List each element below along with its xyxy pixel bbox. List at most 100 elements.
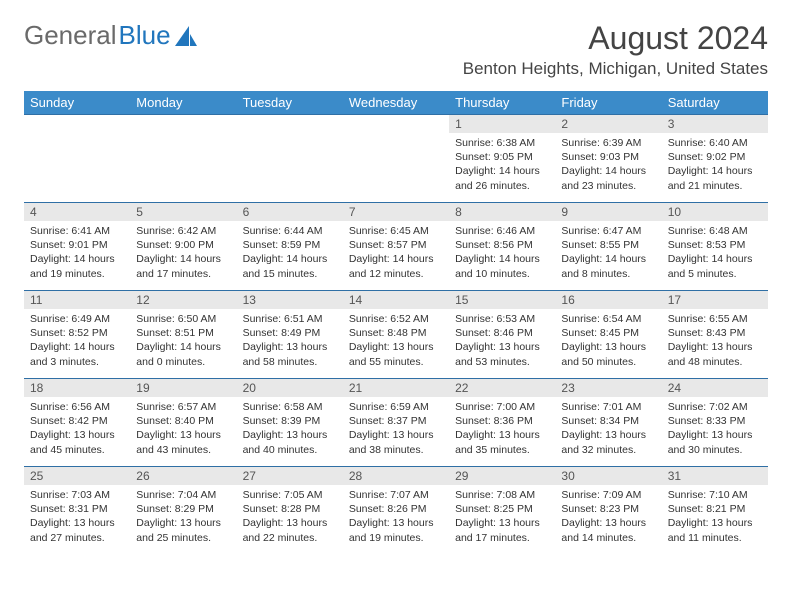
day-sunrise: Sunrise: 6:58 AM xyxy=(243,400,337,414)
day-sunset: Sunset: 8:26 PM xyxy=(349,502,443,516)
day-day2: and 5 minutes. xyxy=(668,267,762,281)
day-day2: and 19 minutes. xyxy=(30,267,124,281)
day-sunrise: Sunrise: 6:51 AM xyxy=(243,312,337,326)
calendar-cell: 19Sunrise: 6:57 AMSunset: 8:40 PMDayligh… xyxy=(130,379,236,467)
brand-logo: GeneralBlue xyxy=(24,20,197,51)
day-day1: Daylight: 14 hours xyxy=(561,252,655,266)
day-data: Sunrise: 7:02 AMSunset: 8:33 PMDaylight:… xyxy=(662,397,768,461)
day-number: 2 xyxy=(555,115,661,133)
day-day1: Daylight: 13 hours xyxy=(243,340,337,354)
day-number: 10 xyxy=(662,203,768,221)
calendar-cell: 29Sunrise: 7:08 AMSunset: 8:25 PMDayligh… xyxy=(449,467,555,555)
day-data: Sunrise: 7:07 AMSunset: 8:26 PMDaylight:… xyxy=(343,485,449,549)
day-number: 31 xyxy=(662,467,768,485)
day-sunset: Sunset: 8:56 PM xyxy=(455,238,549,252)
day-day1: Daylight: 14 hours xyxy=(668,252,762,266)
day-sunrise: Sunrise: 7:07 AM xyxy=(349,488,443,502)
day-day2: and 14 minutes. xyxy=(561,531,655,545)
day-day1: Daylight: 14 hours xyxy=(455,164,549,178)
day-data: Sunrise: 7:09 AMSunset: 8:23 PMDaylight:… xyxy=(555,485,661,549)
day-data: Sunrise: 6:53 AMSunset: 8:46 PMDaylight:… xyxy=(449,309,555,373)
day-day1: Daylight: 13 hours xyxy=(561,340,655,354)
day-day2: and 30 minutes. xyxy=(668,443,762,457)
day-number: 16 xyxy=(555,291,661,309)
day-day1: Daylight: 14 hours xyxy=(136,252,230,266)
day-sunset: Sunset: 8:36 PM xyxy=(455,414,549,428)
day-number: 4 xyxy=(24,203,130,221)
day-sunset: Sunset: 9:00 PM xyxy=(136,238,230,252)
day-header-row: Sunday Monday Tuesday Wednesday Thursday… xyxy=(24,91,768,115)
calendar-cell: 8Sunrise: 6:46 AMSunset: 8:56 PMDaylight… xyxy=(449,203,555,291)
day-day2: and 50 minutes. xyxy=(561,355,655,369)
calendar-cell: 23Sunrise: 7:01 AMSunset: 8:34 PMDayligh… xyxy=(555,379,661,467)
header: GeneralBlue August 2024 Benton Heights, … xyxy=(24,20,768,79)
day-data: Sunrise: 6:57 AMSunset: 8:40 PMDaylight:… xyxy=(130,397,236,461)
day-data: Sunrise: 6:41 AMSunset: 9:01 PMDaylight:… xyxy=(24,221,130,285)
day-sunset: Sunset: 8:43 PM xyxy=(668,326,762,340)
day-number: 7 xyxy=(343,203,449,221)
col-sunday: Sunday xyxy=(24,91,130,115)
day-sunrise: Sunrise: 6:52 AM xyxy=(349,312,443,326)
day-data: Sunrise: 6:48 AMSunset: 8:53 PMDaylight:… xyxy=(662,221,768,285)
day-sunset: Sunset: 8:57 PM xyxy=(349,238,443,252)
calendar-week: 4Sunrise: 6:41 AMSunset: 9:01 PMDaylight… xyxy=(24,203,768,291)
day-number: 17 xyxy=(662,291,768,309)
day-sunrise: Sunrise: 6:55 AM xyxy=(668,312,762,326)
col-friday: Friday xyxy=(555,91,661,115)
day-number: 5 xyxy=(130,203,236,221)
col-thursday: Thursday xyxy=(449,91,555,115)
calendar-cell: 12Sunrise: 6:50 AMSunset: 8:51 PMDayligh… xyxy=(130,291,236,379)
day-sunrise: Sunrise: 7:02 AM xyxy=(668,400,762,414)
day-day2: and 55 minutes. xyxy=(349,355,443,369)
calendar-cell: 28Sunrise: 7:07 AMSunset: 8:26 PMDayligh… xyxy=(343,467,449,555)
calendar-cell: 25Sunrise: 7:03 AMSunset: 8:31 PMDayligh… xyxy=(24,467,130,555)
day-sunrise: Sunrise: 6:56 AM xyxy=(30,400,124,414)
day-sunset: Sunset: 8:49 PM xyxy=(243,326,337,340)
day-day1: Daylight: 13 hours xyxy=(243,428,337,442)
day-data: Sunrise: 6:44 AMSunset: 8:59 PMDaylight:… xyxy=(237,221,343,285)
day-day1: Daylight: 13 hours xyxy=(136,516,230,530)
day-sunset: Sunset: 8:29 PM xyxy=(136,502,230,516)
brand-part1: General xyxy=(24,20,117,51)
day-day2: and 32 minutes. xyxy=(561,443,655,457)
day-sunset: Sunset: 9:05 PM xyxy=(455,150,549,164)
day-day2: and 26 minutes. xyxy=(455,179,549,193)
day-sunset: Sunset: 8:28 PM xyxy=(243,502,337,516)
day-number: 13 xyxy=(237,291,343,309)
day-number: 26 xyxy=(130,467,236,485)
day-number: 21 xyxy=(343,379,449,397)
day-sunset: Sunset: 8:59 PM xyxy=(243,238,337,252)
day-sunrise: Sunrise: 7:09 AM xyxy=(561,488,655,502)
col-wednesday: Wednesday xyxy=(343,91,449,115)
day-data: Sunrise: 7:00 AMSunset: 8:36 PMDaylight:… xyxy=(449,397,555,461)
calendar-cell xyxy=(237,115,343,203)
calendar-cell: 20Sunrise: 6:58 AMSunset: 8:39 PMDayligh… xyxy=(237,379,343,467)
day-sunrise: Sunrise: 7:00 AM xyxy=(455,400,549,414)
day-sunrise: Sunrise: 7:08 AM xyxy=(455,488,549,502)
day-sunset: Sunset: 8:46 PM xyxy=(455,326,549,340)
day-sunset: Sunset: 8:23 PM xyxy=(561,502,655,516)
col-saturday: Saturday xyxy=(662,91,768,115)
calendar-cell: 2Sunrise: 6:39 AMSunset: 9:03 PMDaylight… xyxy=(555,115,661,203)
day-sunset: Sunset: 8:40 PM xyxy=(136,414,230,428)
day-data: Sunrise: 6:46 AMSunset: 8:56 PMDaylight:… xyxy=(449,221,555,285)
day-data: Sunrise: 6:47 AMSunset: 8:55 PMDaylight:… xyxy=(555,221,661,285)
day-day1: Daylight: 14 hours xyxy=(30,252,124,266)
day-day2: and 10 minutes. xyxy=(455,267,549,281)
day-day1: Daylight: 14 hours xyxy=(30,340,124,354)
day-day2: and 25 minutes. xyxy=(136,531,230,545)
day-number: 14 xyxy=(343,291,449,309)
month-title: August 2024 xyxy=(463,20,768,57)
day-day2: and 22 minutes. xyxy=(243,531,337,545)
day-day2: and 11 minutes. xyxy=(668,531,762,545)
day-number: 18 xyxy=(24,379,130,397)
day-sunset: Sunset: 8:45 PM xyxy=(561,326,655,340)
day-sunrise: Sunrise: 6:46 AM xyxy=(455,224,549,238)
calendar-cell xyxy=(130,115,236,203)
day-data: Sunrise: 6:56 AMSunset: 8:42 PMDaylight:… xyxy=(24,397,130,461)
day-number: 3 xyxy=(662,115,768,133)
calendar-cell: 6Sunrise: 6:44 AMSunset: 8:59 PMDaylight… xyxy=(237,203,343,291)
day-data: Sunrise: 7:10 AMSunset: 8:21 PMDaylight:… xyxy=(662,485,768,549)
calendar-cell: 18Sunrise: 6:56 AMSunset: 8:42 PMDayligh… xyxy=(24,379,130,467)
day-day1: Daylight: 14 hours xyxy=(455,252,549,266)
